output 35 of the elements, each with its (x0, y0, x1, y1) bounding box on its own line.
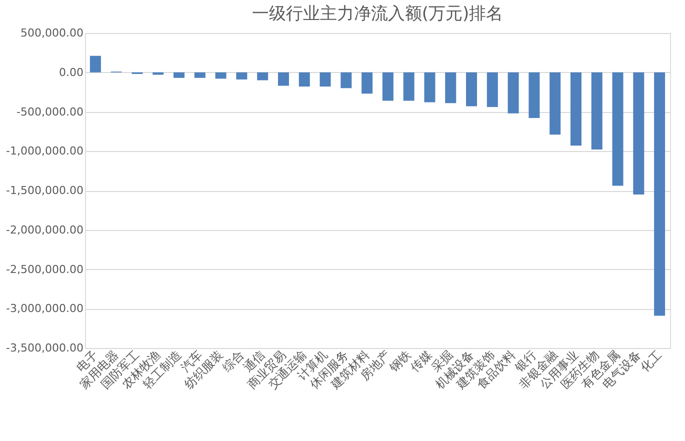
bar (550, 72, 561, 135)
bar (194, 72, 206, 78)
bar (362, 72, 373, 94)
y-tick-label: -1,000,000.00 (6, 144, 84, 158)
y-tick-label: -3,500,000.00 (6, 342, 84, 354)
bar (174, 72, 185, 78)
bar (90, 56, 101, 72)
y-tick-label: -2,500,000.00 (6, 262, 84, 276)
y-tick-label: -2,000,000.00 (6, 223, 84, 236)
y-tick-label: 0.00 (59, 66, 84, 79)
bar (257, 72, 268, 80)
bar (591, 72, 602, 150)
y-tick-label: -1,500,000.00 (6, 184, 84, 197)
bar (215, 72, 226, 79)
bar (528, 72, 540, 118)
bar (570, 72, 582, 146)
bar (298, 72, 310, 87)
bar (445, 72, 456, 104)
bar (508, 72, 519, 114)
bar (486, 72, 498, 108)
bar (382, 72, 394, 101)
bar (403, 72, 414, 101)
bar (466, 72, 478, 106)
bar (340, 72, 352, 88)
bar (424, 72, 436, 102)
bar (236, 72, 248, 80)
bar (278, 72, 289, 86)
y-tick-label: -3,000,000.00 (6, 302, 84, 316)
bar (633, 72, 644, 194)
bar (612, 72, 624, 186)
chart-title: 一级行业主力净流入额(万元)排名 (252, 4, 504, 24)
y-tick-label: 500,000.00 (20, 26, 84, 40)
bar (654, 72, 666, 316)
y-tick-label: -500,000.00 (16, 105, 84, 118)
bar (320, 72, 331, 87)
